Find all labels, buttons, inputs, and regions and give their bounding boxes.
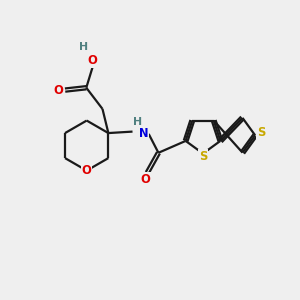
Text: S: S — [257, 126, 265, 139]
Text: O: O — [81, 164, 91, 177]
Text: N: N — [139, 127, 148, 140]
Text: H: H — [133, 117, 142, 127]
Text: H: H — [79, 42, 88, 52]
Text: O: O — [88, 54, 98, 67]
Text: O: O — [141, 173, 151, 186]
Text: O: O — [54, 84, 64, 97]
Text: S: S — [199, 150, 207, 163]
